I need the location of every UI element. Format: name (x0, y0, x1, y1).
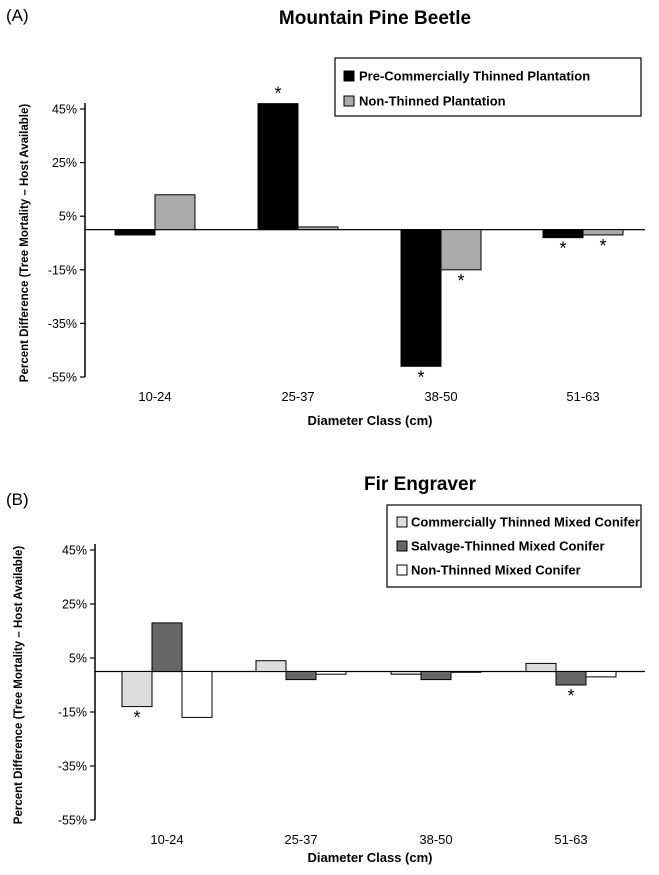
chart-title: Fir Engraver (364, 474, 477, 495)
x-tick-label: 51-63 (554, 832, 587, 847)
bar (285, 671, 317, 681)
bar (542, 229, 584, 239)
y-tick-label: 5% (59, 210, 77, 224)
significance-star: * (417, 367, 424, 387)
y-tick-label: 5% (69, 652, 87, 666)
bar (297, 226, 339, 231)
legend-label: Pre-Commercially Thinned Plantation (359, 69, 590, 84)
legend: Pre-Commercially Thinned Plantation Non-T… (334, 57, 642, 117)
legend-label: Salvage-Thinned Mixed Conifer (411, 539, 605, 554)
legend-swatch (343, 70, 355, 82)
legend-swatch (396, 516, 408, 528)
bar (440, 229, 482, 271)
bar (181, 671, 213, 718)
y-tick-label: -15% (58, 706, 87, 720)
chart-panel-a: (A) Mountain Pine Beetle 45% 25% 5% -15% -35% -… (6, 6, 645, 428)
bar (582, 229, 624, 236)
bar (114, 229, 156, 236)
bar (585, 671, 617, 678)
significance-star: * (274, 84, 281, 104)
significance-star: * (599, 236, 606, 256)
x-axis-title: Diameter Class (cm) (308, 850, 433, 865)
y-tick-label: -55% (58, 814, 87, 828)
bar (400, 229, 442, 367)
bar (154, 194, 196, 231)
y-tick-label: 45% (62, 544, 87, 558)
y-tick-label: -55% (48, 371, 77, 385)
significance-star: * (567, 686, 574, 706)
y-tick-label: 25% (52, 156, 77, 170)
y-tick-label: -35% (58, 760, 87, 774)
legend-swatch (396, 540, 408, 552)
bar (257, 103, 299, 231)
legend-box (386, 504, 642, 588)
significance-star: * (457, 271, 464, 291)
x-tick-label: 51-63 (566, 389, 599, 404)
legend-label: Non-Thinned Mixed Conifer (411, 563, 581, 578)
y-axis-title: Percent Difference (Tree Mortality – Hos… (13, 546, 25, 825)
chart-title: Mountain Pine Beetle (279, 8, 471, 29)
bar (390, 671, 422, 675)
legend-label: Non-Thinned Plantation (359, 94, 506, 109)
y-axis-title: Percent Difference (Tree Mortality – Hos… (19, 104, 31, 383)
legend-box (334, 57, 642, 117)
bar (255, 660, 287, 673)
x-tick-label: 38-50 (424, 389, 457, 404)
bar (151, 622, 183, 673)
bar (555, 671, 587, 686)
panel-label: (B) (6, 490, 29, 509)
y-tick-label: -35% (48, 317, 77, 331)
chart-panel-b: (B) Fir Engraver 45% 25% 5% -15% -35% -55% * * 10-… (6, 474, 645, 865)
x-tick-label: 38-50 (419, 832, 452, 847)
bar (525, 662, 557, 673)
x-tick-label: 25-37 (284, 832, 317, 847)
x-tick-label: 10-24 (138, 389, 171, 404)
legend-label: Commercially Thinned Mixed Conifer (411, 515, 640, 530)
bar (121, 671, 153, 708)
legend-swatch (343, 95, 355, 107)
x-axis-title: Diameter Class (cm) (308, 413, 433, 428)
y-tick-label: -15% (48, 263, 77, 277)
y-tick-label: 45% (52, 103, 77, 117)
y-tick-label: 25% (62, 598, 87, 612)
legend-swatch (396, 564, 408, 576)
bar (450, 671, 482, 673)
significance-star: * (133, 708, 140, 728)
legend: Commercially Thinned Mixed Conifer Salvag… (386, 504, 642, 588)
x-tick-label: 25-37 (281, 389, 314, 404)
bar (315, 671, 347, 675)
panel-label: (A) (6, 6, 29, 25)
x-tick-label: 10-24 (150, 832, 183, 847)
bar (420, 671, 452, 681)
significance-star: * (559, 239, 566, 259)
